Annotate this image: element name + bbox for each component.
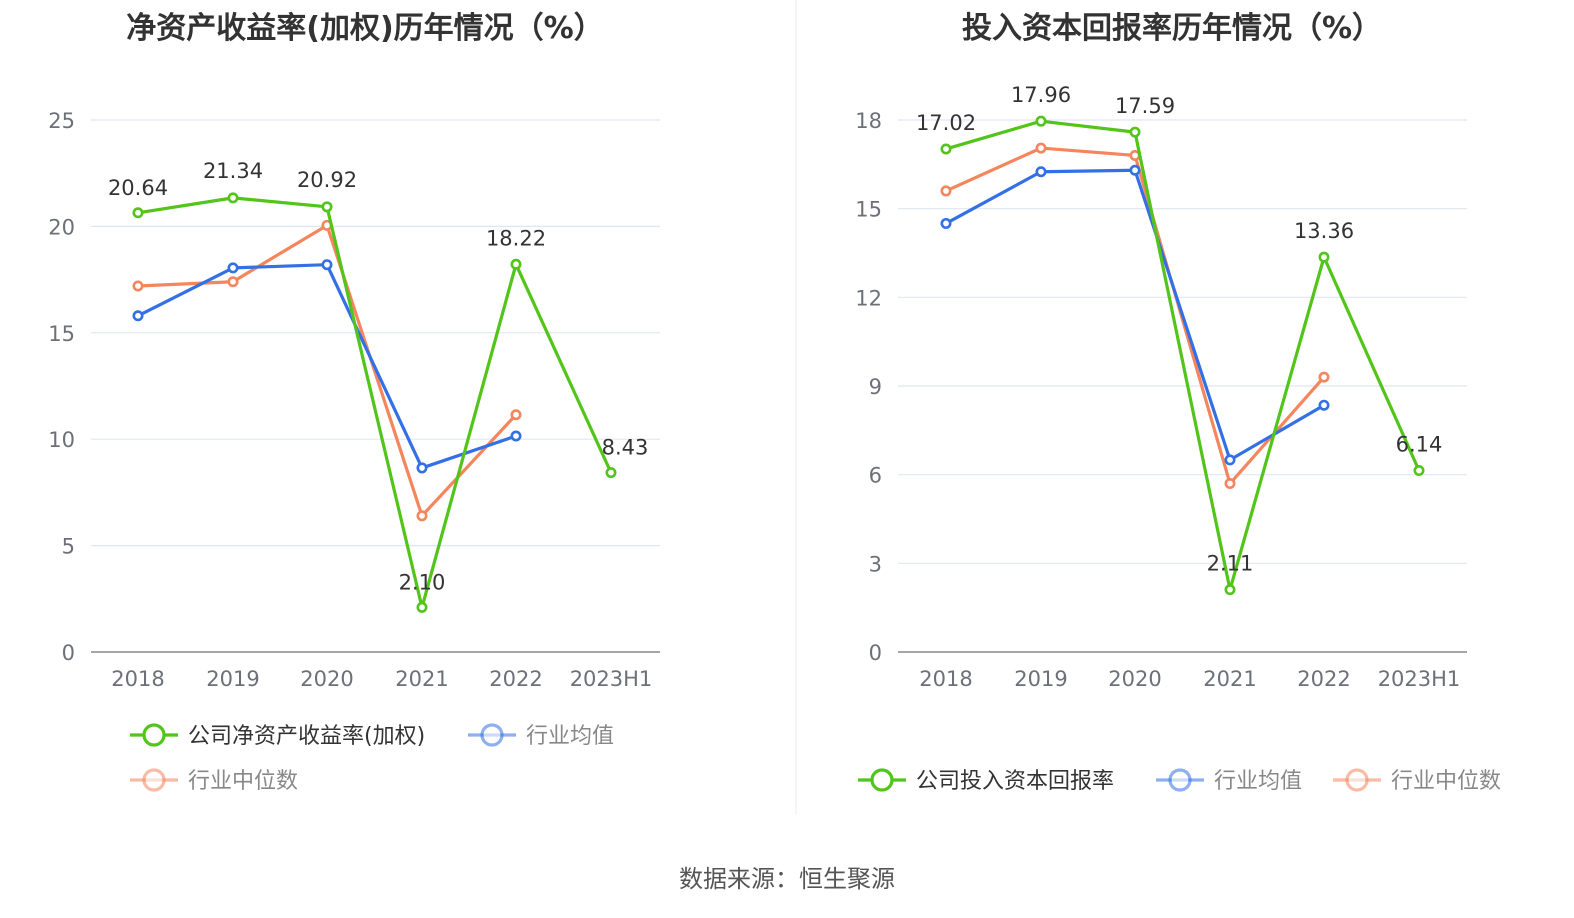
data-point [416,601,428,613]
y-tick-label: 25 [48,109,75,133]
series-line [945,119,1421,592]
legend-item[interactable]: 行业中位数 [130,768,298,794]
data-label: 8.43 [602,436,649,460]
x-tick-label: 2018 [111,667,164,691]
data-point [321,259,333,271]
data-point [1129,126,1141,138]
data-label: 17.02 [916,111,976,135]
data-label: 13.36 [1294,219,1354,243]
legend-item[interactable]: 行业均值 [1156,768,1302,794]
y-tick-label: 9 [869,375,882,399]
data-point [1413,465,1425,477]
legend-label: 行业中位数 [1391,769,1501,794]
data-point [227,262,239,274]
legend-marker [1168,768,1192,792]
legend-label: 行业中位数 [188,769,298,794]
data-point [1129,164,1141,176]
y-tick-label: 15 [855,198,882,222]
data-point [1224,584,1236,596]
data-point [1035,142,1047,154]
data-point [510,430,522,442]
data-label: 21.34 [203,159,263,183]
series-line [945,168,1325,462]
y-tick-label: 5 [62,535,75,559]
y-tick-label: 12 [855,286,882,310]
data-point [510,258,522,270]
data-label: 17.59 [1115,94,1175,118]
x-tick-label: 2023H1 [1378,667,1461,691]
data-point [132,280,144,292]
legend-label: 公司净资产收益率(加权) [188,724,425,749]
legend-item[interactable]: 公司投入资本回报率 [858,768,1114,794]
legend-label: 行业均值 [1214,769,1302,794]
legend-item[interactable]: 行业均值 [468,723,614,749]
data-point [1035,166,1047,178]
legend-marker [870,768,894,792]
x-tick-label: 2021 [1203,667,1256,691]
data-point [416,510,428,522]
legend-item[interactable]: 公司净资产收益率(加权) [130,723,425,749]
legend-label: 行业均值 [526,724,614,749]
y-tick-label: 18 [855,109,882,133]
data-point [940,217,952,229]
data-point [227,192,239,204]
x-tick-label: 2018 [919,667,972,691]
data-point [605,467,617,479]
data-point [1224,478,1236,490]
x-tick-label: 2022 [489,667,542,691]
x-tick-label: 2019 [1014,667,1067,691]
data-label: 20.92 [297,168,357,192]
legend-marker [142,723,166,747]
data-label: 17.96 [1011,83,1071,107]
data-label: 20.64 [108,176,168,200]
legend-marker [480,723,504,747]
data-label: 6.14 [1396,433,1443,457]
y-tick-label: 0 [869,641,882,665]
data-point [132,310,144,322]
chart-title: 投入资本回报率历年情况（%） [962,11,1382,46]
data-point [1318,251,1330,263]
chart-title: 净资产收益率(加权)历年情况（%） [126,11,603,46]
data-point [940,143,952,155]
data-point [132,207,144,219]
data-point [510,409,522,421]
series-line [945,146,1326,486]
series-line [137,196,613,609]
data-point [940,185,952,197]
data-point [321,201,333,213]
roe-chart: 净资产收益率(加权)历年情况（%） 0 5 10 15 20 25 2018 2019 2020 2… [48,11,660,794]
x-tick-label: 2019 [206,667,259,691]
data-point [416,462,428,474]
data-label: 2.10 [399,570,446,594]
y-tick-label: 10 [48,428,75,452]
x-tick-label: 2021 [395,667,448,691]
roic-chart: 投入资本回报率历年情况（%） 0 3 6 9 12 15 18 2018 2019 2020 2021… [855,11,1501,794]
y-tick-label: 20 [48,215,75,239]
y-tick-label: 6 [869,464,882,488]
y-tick-label: 3 [869,552,882,576]
x-tick-label: 2020 [300,667,353,691]
data-point [227,276,239,288]
legend-item[interactable]: 行业中位数 [1333,768,1501,794]
y-tick-label: 15 [48,322,75,346]
series-line [137,263,517,470]
legend-label: 公司投入资本回报率 [916,769,1114,794]
data-point [1224,454,1236,466]
data-point [1318,399,1330,411]
legend-marker [142,768,166,792]
x-tick-label: 2022 [1297,667,1350,691]
data-source: 数据来源：恒生聚源 [679,865,895,893]
data-label: 18.22 [486,226,546,250]
x-tick-label: 2023H1 [570,667,653,691]
x-tick-label: 2020 [1108,667,1161,691]
data-point [1035,115,1047,127]
legend-marker [1345,768,1369,792]
y-tick-label: 0 [62,641,75,665]
data-point [1318,371,1330,383]
data-label: 2.11 [1207,552,1254,576]
